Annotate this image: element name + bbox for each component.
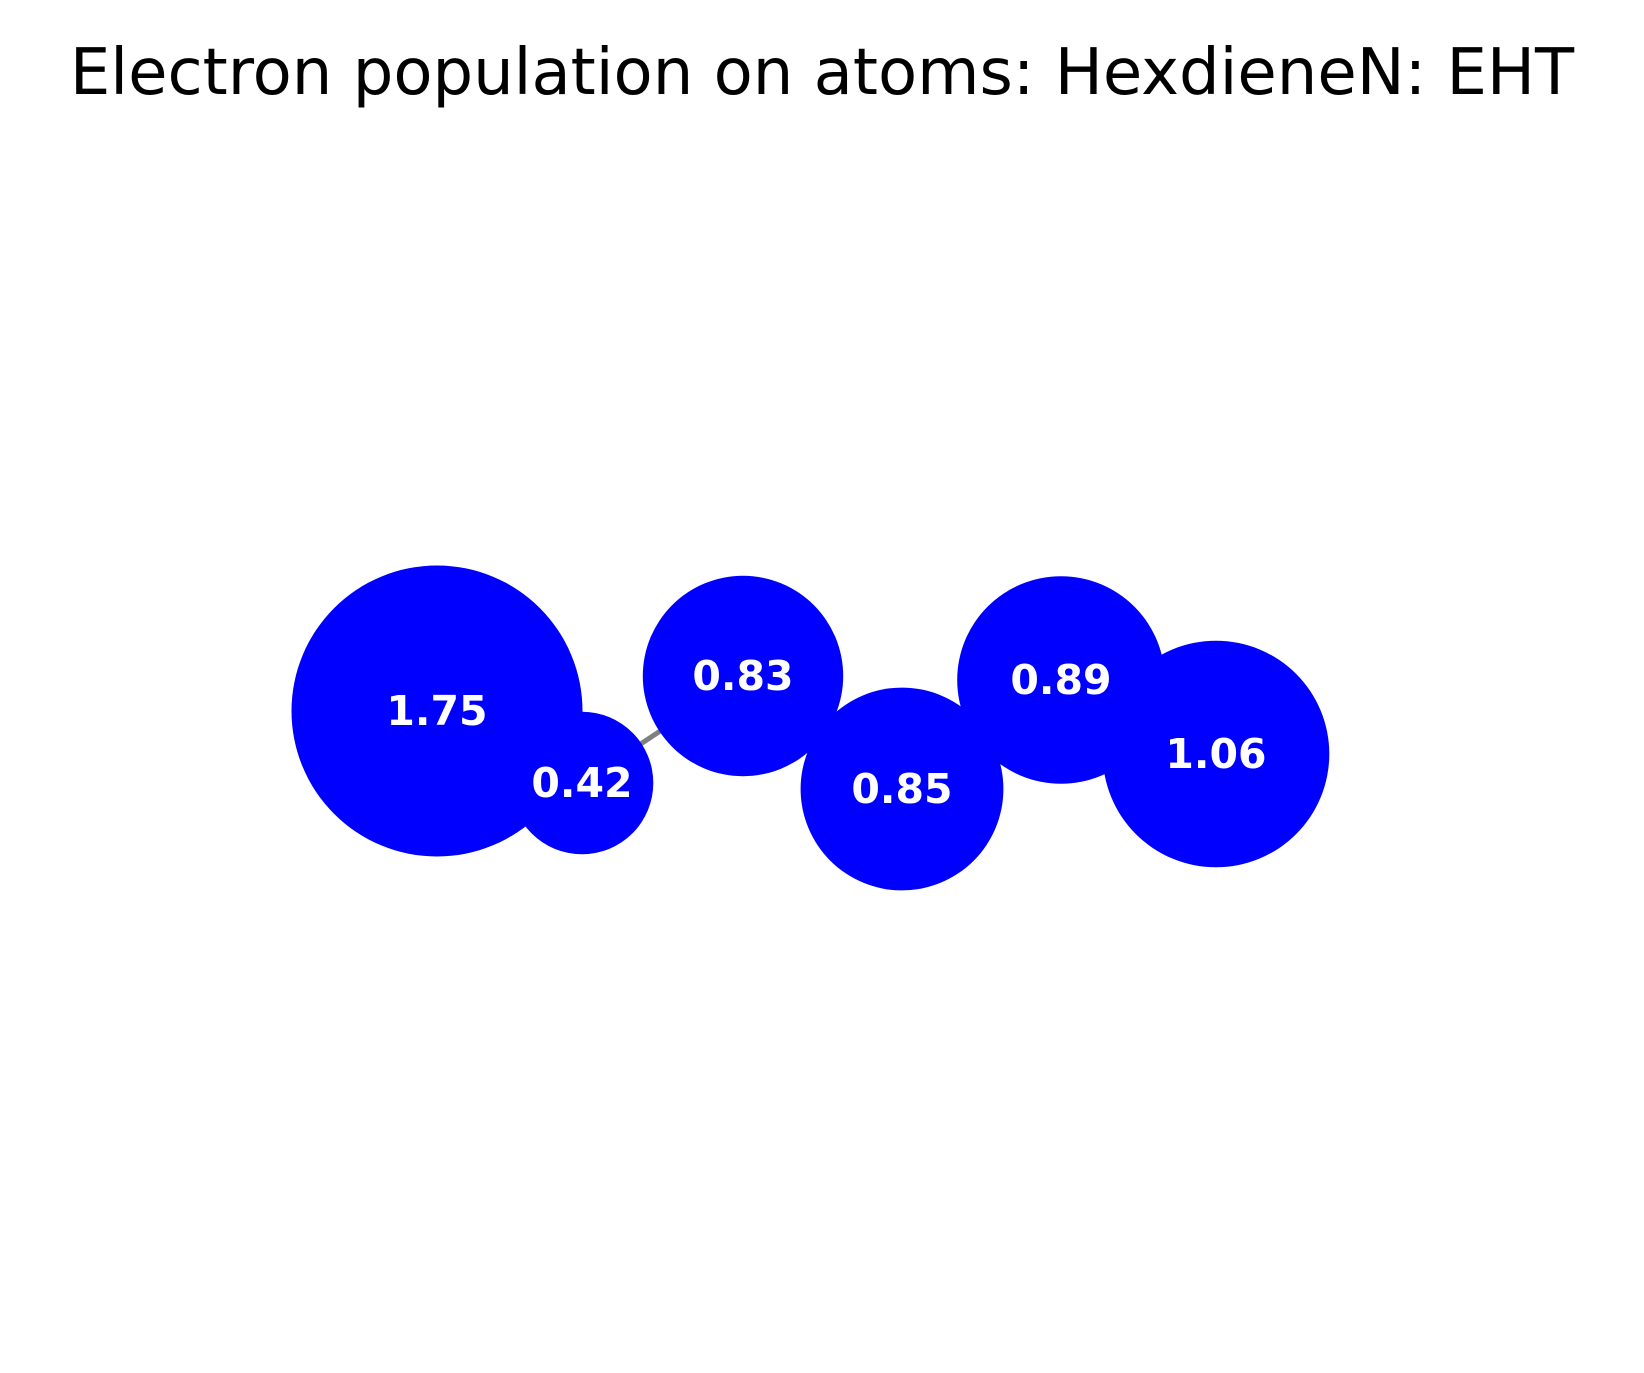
atom-population-label-1: 1.75 bbox=[386, 687, 487, 735]
atom-population-label-4: 0.85 bbox=[851, 765, 952, 813]
atom-circle-1 bbox=[291, 565, 583, 857]
diagram-title: Electron population on atoms: HexdieneN:… bbox=[70, 36, 1575, 110]
atom-circle-6 bbox=[1102, 640, 1330, 868]
atom-population-label-2: 0.42 bbox=[531, 759, 632, 807]
labels-layer: 1.75 0.42 0.83 0.85 0.89 1.06 bbox=[386, 652, 1266, 813]
atom-population-label-5: 0.89 bbox=[1010, 656, 1111, 704]
atoms-layer bbox=[291, 565, 1330, 891]
atom-circle-4 bbox=[800, 687, 1004, 891]
atom-population-label-3: 0.83 bbox=[692, 652, 793, 700]
atom-circle-3 bbox=[642, 575, 844, 777]
atom-circle-2 bbox=[510, 711, 654, 855]
atom-population-label-6: 1.06 bbox=[1165, 730, 1266, 778]
